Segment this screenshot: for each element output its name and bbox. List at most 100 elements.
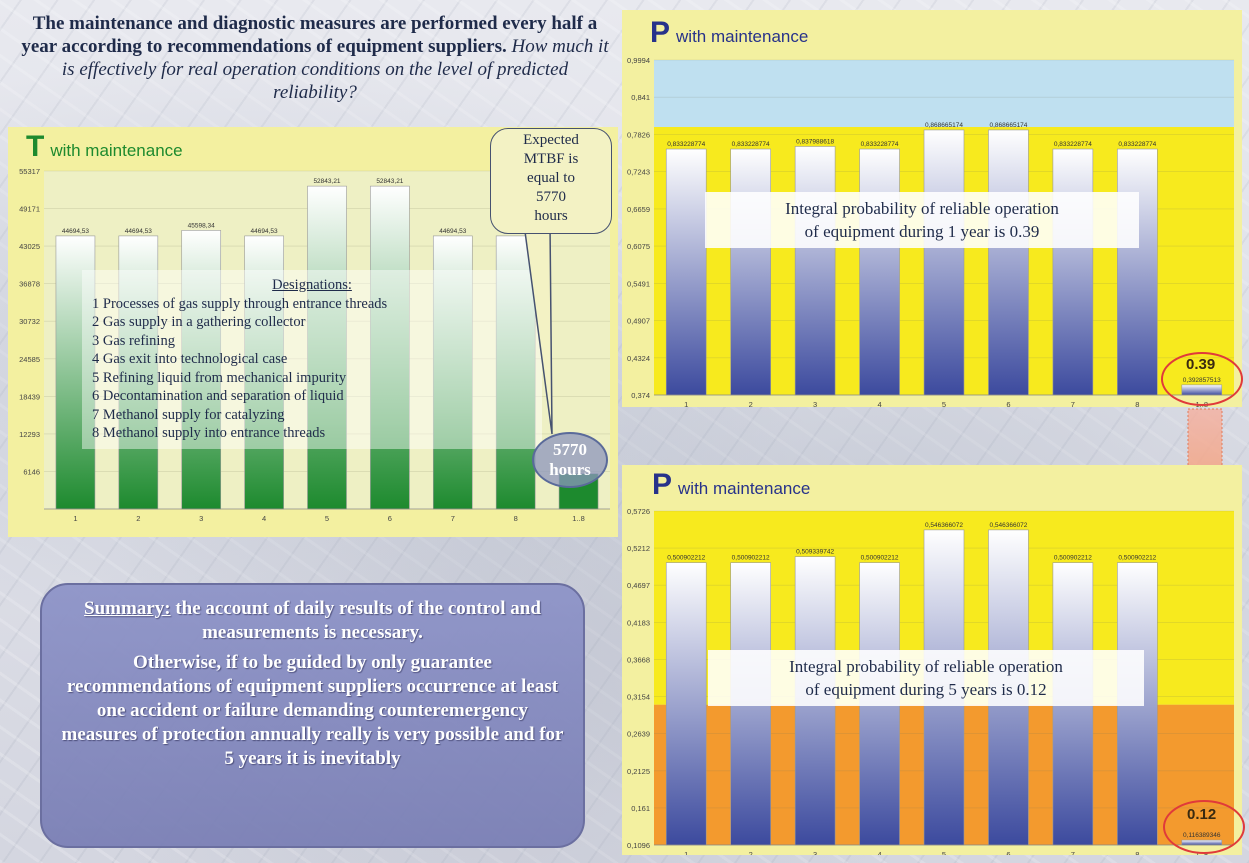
y-tick-label: 49171 xyxy=(19,205,40,214)
data-label: 0,833228774 xyxy=(732,141,770,148)
bar xyxy=(432,235,473,510)
x-tick-label: 6 xyxy=(1006,850,1010,855)
y-tick-label: 0,5491 xyxy=(627,279,650,288)
y-tick-label: 0,161 xyxy=(631,804,650,813)
mtbf-line: 5770 xyxy=(536,189,566,205)
y-tick-label: 0,2639 xyxy=(627,730,650,739)
integral-line: Integral probability of reliable operati… xyxy=(789,657,1063,676)
summary-paragraph-1: Summary: the account of daily results of… xyxy=(60,597,565,645)
integral-line: Integral probability of reliable operati… xyxy=(785,199,1059,218)
bar xyxy=(307,185,347,510)
intro-question: How much it is effectively for real oper… xyxy=(61,36,609,103)
p1-highlight-ellipse xyxy=(1161,352,1243,406)
data-label: 0,500902212 xyxy=(732,555,770,562)
data-label: 0,546366072 xyxy=(925,522,963,529)
x-tick-label: 5 xyxy=(942,400,946,407)
mtbf-callout: Expected MTBF is equal to 5770 hours xyxy=(490,128,612,234)
bar xyxy=(55,235,96,510)
plot-band xyxy=(654,60,1234,127)
bar xyxy=(370,185,410,510)
y-tick-label: 0,3154 xyxy=(627,693,650,702)
data-label: 44694,53 xyxy=(439,228,466,235)
data-label: 0,833228774 xyxy=(1054,141,1092,148)
bar xyxy=(1117,148,1158,396)
x-tick-label: 2 xyxy=(749,400,753,407)
y-tick-label: 24585 xyxy=(19,355,40,364)
data-label: 0,500902212 xyxy=(861,555,899,562)
x-tick-label: 4 xyxy=(262,514,266,523)
data-label: 0,868665174 xyxy=(925,122,963,129)
x-tick-label: 2 xyxy=(749,850,753,855)
x-tick-label: 3 xyxy=(813,400,817,407)
x-tick-label: 7 xyxy=(1071,400,1075,407)
y-tick-label: 0,9994 xyxy=(627,56,650,65)
bar xyxy=(859,148,900,396)
y-tick-label: 0,6075 xyxy=(627,242,650,251)
data-label: 0,837988618 xyxy=(796,138,834,145)
y-tick-label: 0,4697 xyxy=(627,581,650,590)
x-tick-label: 7 xyxy=(1071,850,1075,855)
y-tick-label: 0,2125 xyxy=(627,767,650,776)
bar xyxy=(244,235,284,510)
x-tick-label: 1..8 xyxy=(572,514,585,523)
bar xyxy=(794,146,836,396)
designation-item: 6 Decontamination and separation of liqu… xyxy=(92,388,344,404)
x-tick-label: 7 xyxy=(451,514,455,523)
integral-probability-5-years: Integral probability of reliable operati… xyxy=(708,650,1144,706)
designation-item: 7 Methanol supply for catalyzing xyxy=(92,406,285,423)
y-tick-label: 0,5212 xyxy=(627,544,650,553)
integral-probability-1-year: Integral probability of reliable operati… xyxy=(705,192,1139,248)
x-tick-label: 3 xyxy=(199,514,203,523)
designation-item: 5 Refining liquid from mechanical impuri… xyxy=(92,369,347,386)
data-label: 0,546366072 xyxy=(989,522,1027,529)
y-tick-label: 0,7826 xyxy=(627,130,650,139)
bar xyxy=(665,148,707,396)
bar xyxy=(118,235,159,510)
data-label: 0,833228774 xyxy=(861,141,899,148)
y-tick-label: 0,1096 xyxy=(627,841,650,850)
data-label: 52843,21 xyxy=(376,178,403,185)
data-label: 0,509339742 xyxy=(796,549,834,556)
chart-t-title-letter: T xyxy=(26,130,45,163)
bar xyxy=(923,129,965,396)
data-label: 44694,53 xyxy=(125,228,152,235)
y-tick-label: 0,374 xyxy=(631,391,650,400)
y-tick-label: 55317 xyxy=(19,167,40,176)
designation-item: 4 Gas exit into technological case xyxy=(92,351,288,367)
bar xyxy=(665,562,707,846)
y-tick-label: 6146 xyxy=(23,467,40,476)
x-tick-label: 2 xyxy=(136,514,140,523)
data-label: 44694,53 xyxy=(251,228,278,235)
intro-statement: The maintenance and diagnostic measures … xyxy=(21,13,598,57)
data-label: 44694,53 xyxy=(62,228,89,235)
designations-heading: Designations: xyxy=(272,277,352,293)
x-tick-label: 6 xyxy=(1006,400,1010,407)
chart-t-title-suffix: with maintenance xyxy=(50,141,183,160)
data-label: 52843,21 xyxy=(313,178,340,185)
intro-text: The maintenance and diagnostic measures … xyxy=(20,12,610,104)
y-tick-label: 0,4324 xyxy=(627,354,650,363)
x-tick-label: 4 xyxy=(877,850,881,855)
y-tick-label: 30732 xyxy=(19,317,40,326)
p1-ellipse-label: 0.39 xyxy=(1186,356,1216,373)
mtbf-line: MTBF is xyxy=(523,151,579,167)
chart-p1-title-suffix: with maintenance xyxy=(676,27,809,46)
y-tick-label: 43025 xyxy=(19,242,40,251)
mtbf-callout-pointer xyxy=(523,223,553,435)
x-tick-label: 5 xyxy=(325,514,329,523)
y-tick-label: 0,7243 xyxy=(627,168,650,177)
x-tick-label: 6 xyxy=(388,514,392,523)
x-tick-label: 8 xyxy=(514,514,518,523)
x-tick-label: 1 xyxy=(684,850,688,855)
designation-item: 1 Processes of gas supply through entran… xyxy=(92,295,388,312)
data-label: 0,833228774 xyxy=(667,141,705,148)
x-tick-label: 8 xyxy=(1135,850,1139,855)
y-tick-label: 18439 xyxy=(19,392,40,401)
chart-p2-title-letter: P xyxy=(652,468,673,501)
designations-legend: Designations: 1 Processes of gas supply … xyxy=(82,270,542,449)
y-tick-label: 0,3668 xyxy=(627,655,650,664)
bar xyxy=(988,129,1029,396)
x-tick-label: 5 xyxy=(942,850,946,855)
